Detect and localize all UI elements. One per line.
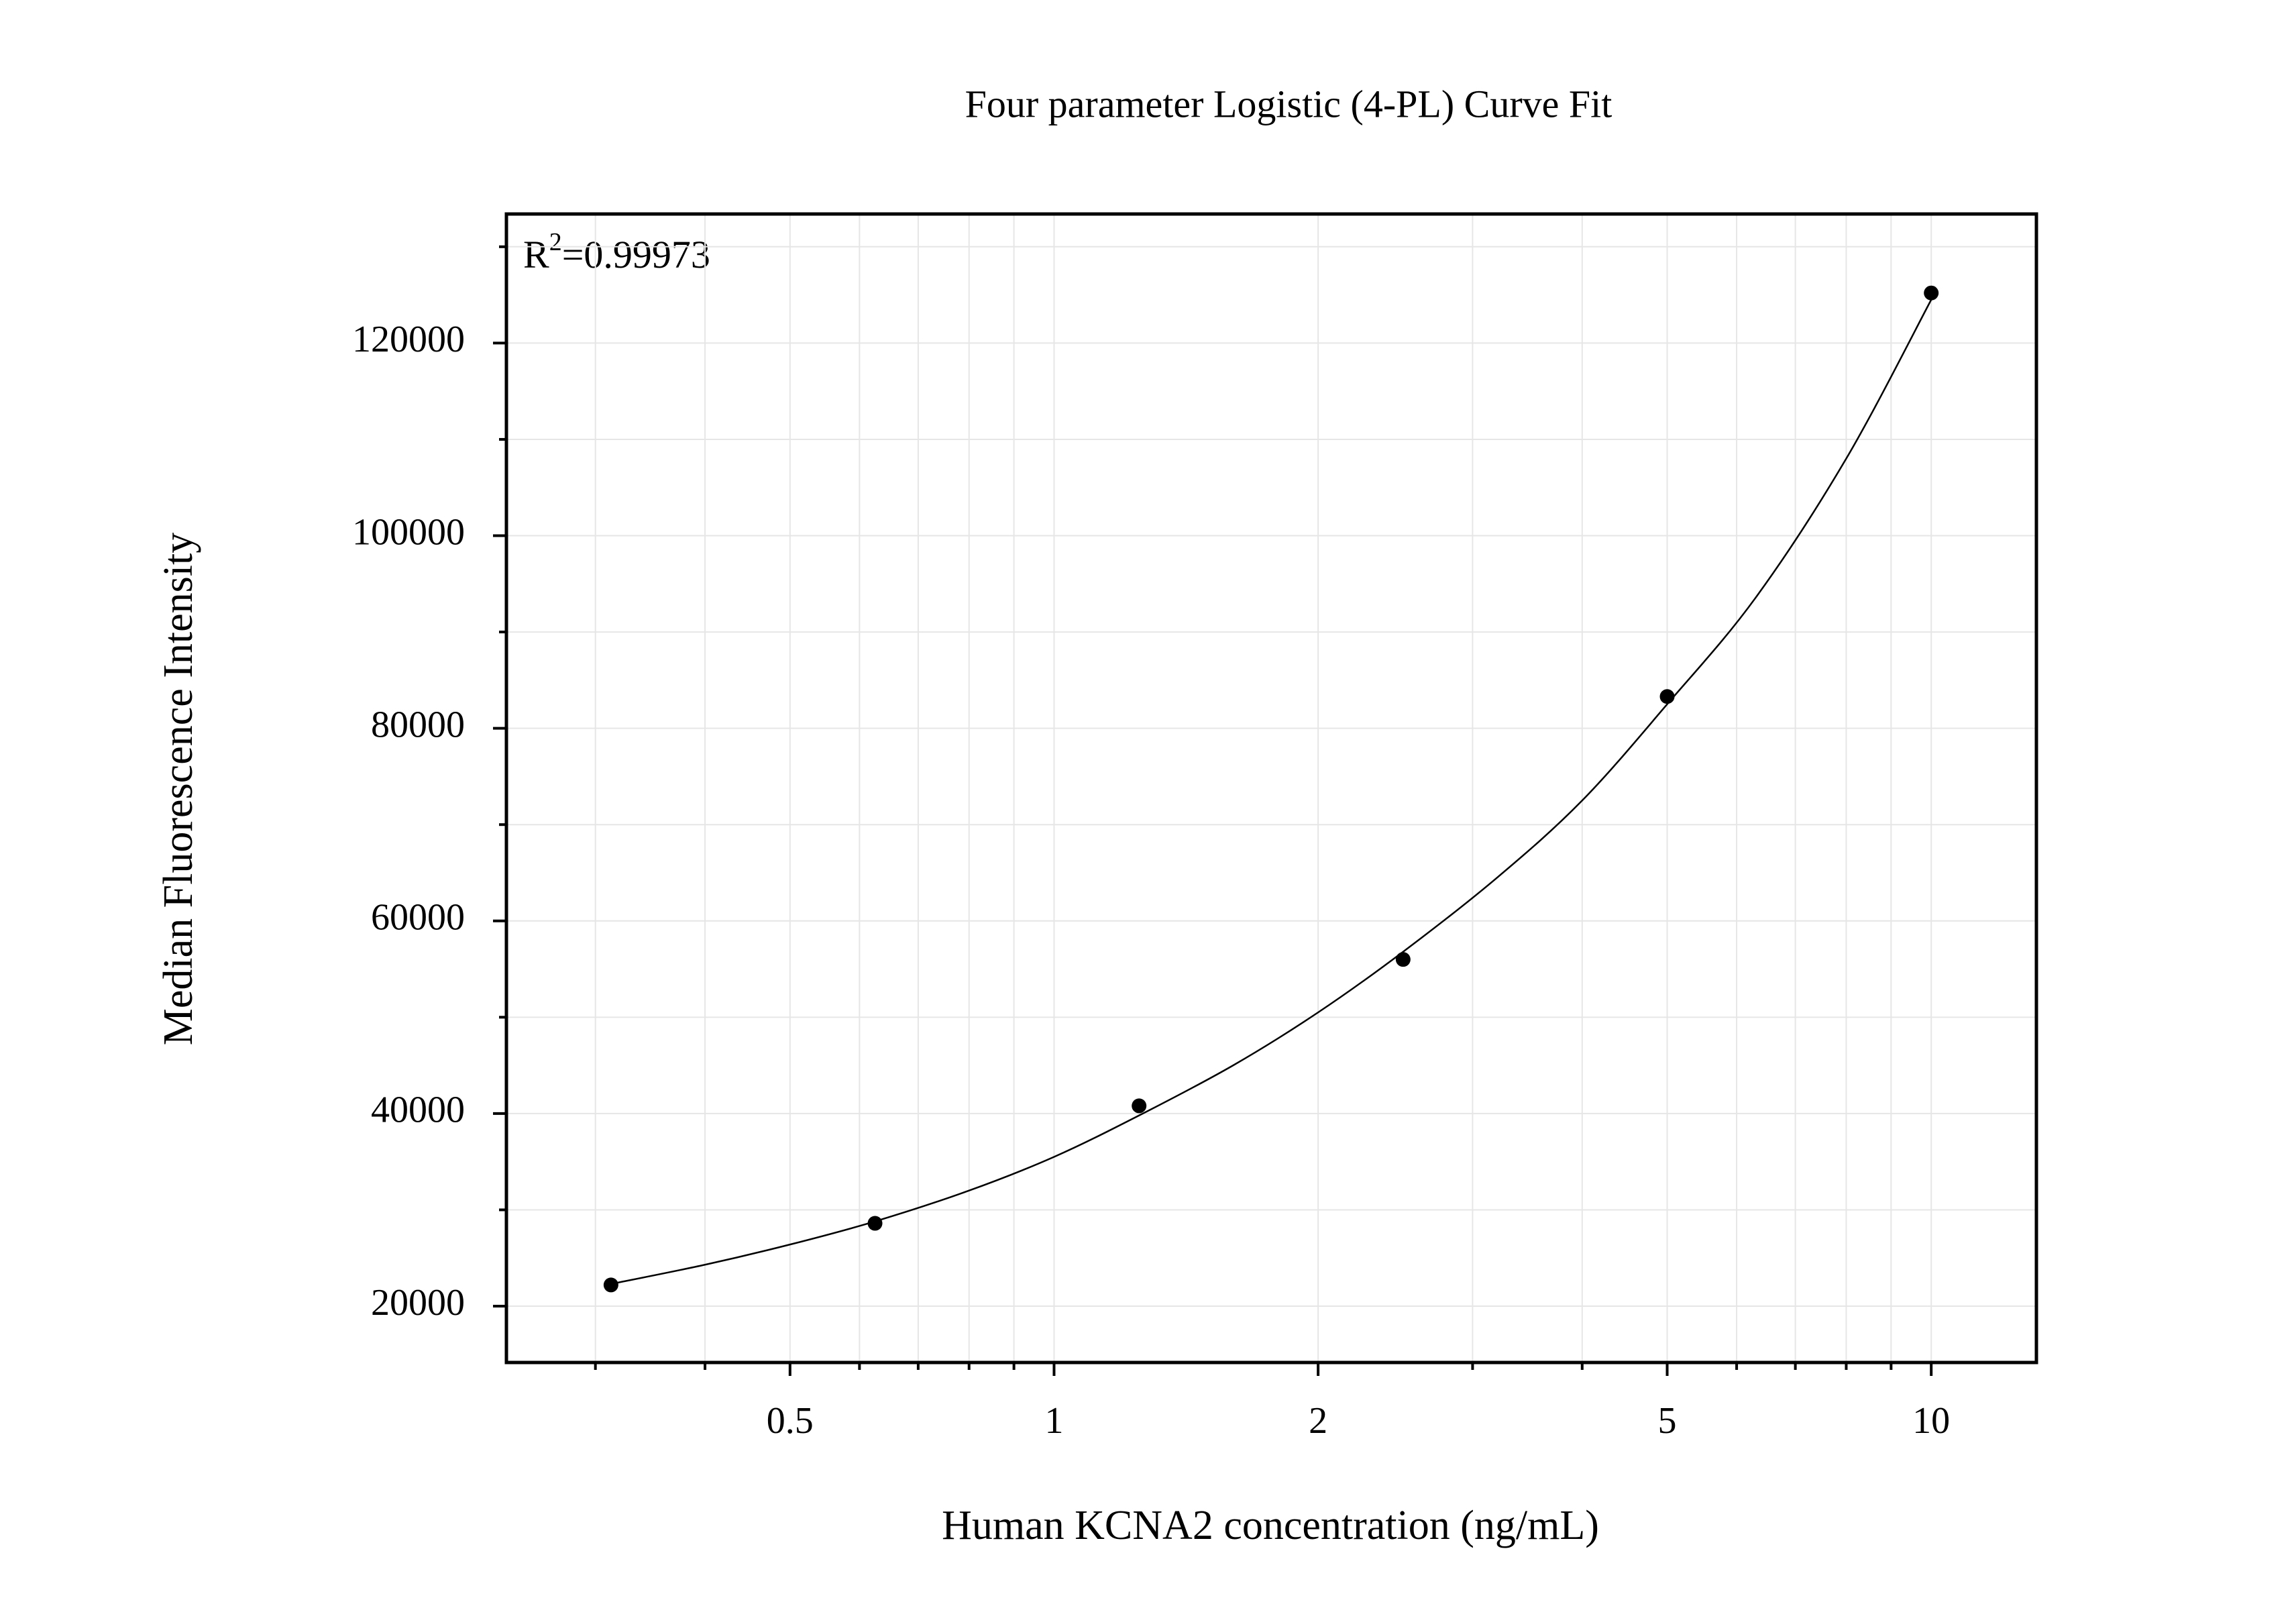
y-tick-label: 80000 [371,704,465,745]
y-tick-label: 120000 [352,319,465,360]
plot-frame [504,212,2038,1365]
data-point [1659,689,1675,704]
r-base: R [523,233,549,276]
data-point [1924,285,1939,301]
data-point [1395,952,1411,967]
x-tick-label: 0.5 [767,1400,814,1442]
y-tick-label: 60000 [371,897,465,939]
y-tick-label: 100000 [352,511,465,553]
axes: 0.5 1 2 5 10 20000 40000 60000 80000 100000 120000 [352,214,2036,1442]
x-tick-label: 2 [1309,1400,1327,1442]
r-sup: 2 [549,228,562,256]
x-tick-label: 1 [1044,1400,1063,1442]
y-axis-label: Median Fluorescence Intensity [156,533,201,1045]
y-tick-label: 40000 [371,1089,465,1131]
fit-curve [610,299,1932,1285]
x-axis-label: Human KCNA2 concentration (ng/mL) [942,1503,1599,1548]
x-tick-label: 10 [1912,1400,1950,1442]
r-squared: R2=0.99973 [523,228,710,277]
data-point [603,1277,618,1293]
r-value: =0.99973 [562,233,710,276]
data-point [1132,1098,1147,1114]
chart-title: Four parameter Logistic (4-PL) Curve Fit [965,82,1612,125]
x-tick-label: 5 [1658,1400,1677,1442]
y-tick-label: 20000 [371,1282,465,1324]
